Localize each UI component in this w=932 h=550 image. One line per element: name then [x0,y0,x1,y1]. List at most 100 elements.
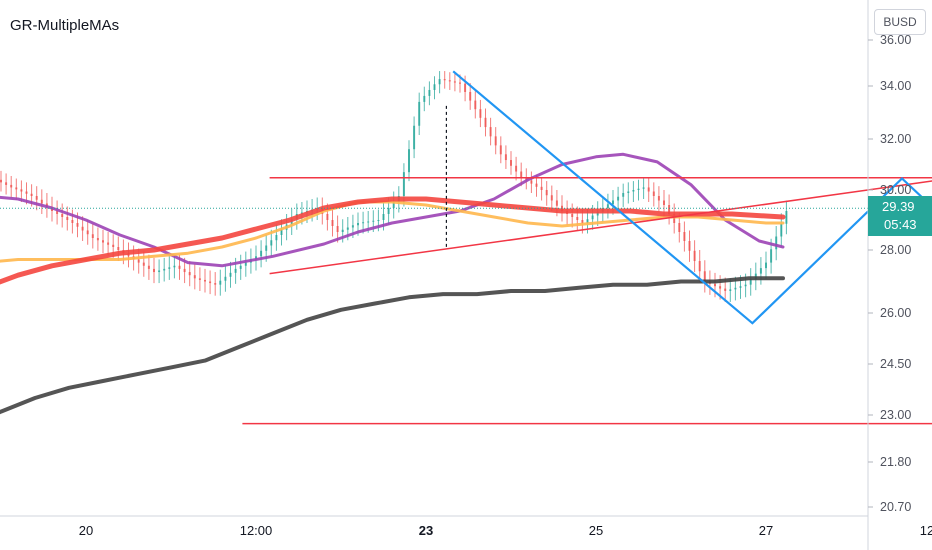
candle-body [25,191,28,194]
candle-body [499,145,502,155]
price-axis[interactable]: 36.00 34.00 32.00 30.00 28.00 26.00 24.50 23.00… [867,0,911,550]
candle-body [357,223,359,226]
candle-body [688,241,691,251]
candle-body [775,236,778,250]
price-tick-label: 23.00 [880,408,911,422]
candle-body [56,211,59,214]
candle-body [530,180,533,184]
candle-body [637,188,640,190]
candle-body [652,191,655,196]
candle-body [188,272,191,276]
price-tick-label: 32.00 [880,132,911,146]
candle-body [510,160,512,166]
candle-body [550,195,553,201]
candle-body [86,230,89,235]
ma-line-1[interactable] [0,152,785,287]
candle-body [459,82,461,84]
candle-body [474,100,477,110]
candle-body [571,214,574,217]
candle-body [40,199,43,204]
candle-body [382,214,385,220]
ma-line-2[interactable] [0,200,785,415]
candle-body [265,245,268,251]
candle-body [535,183,538,187]
candle-body [66,217,69,220]
candle-body [663,200,665,205]
candle-body [438,79,441,85]
candle-body [642,187,645,189]
candle-body [102,240,104,243]
time-tick-label: 20 [79,523,93,538]
candle-body [683,232,686,241]
candle-body [739,286,742,288]
candle-body [147,265,150,269]
candle-body [219,280,222,285]
time-tick-label: 23 [419,523,433,538]
candle-body [137,259,140,263]
candle-body [209,281,212,284]
candle-body [229,272,232,277]
candle-body [392,202,395,208]
price-tick-label: 21.80 [880,455,911,469]
candle-body [346,227,349,230]
candle-body [469,91,472,101]
candle-body [418,101,421,126]
candle-body [367,221,370,223]
candle-body [627,191,630,193]
candle-body [591,215,594,220]
candle-body [341,229,344,232]
indicator-title[interactable]: GR-MultipleMAs [10,17,120,34]
candle-body [0,179,2,183]
candle-body [91,234,94,238]
candle-body [193,275,196,279]
candle-body [71,220,74,223]
candle-body [555,200,558,206]
candle-body [734,287,737,290]
bar-countdown: 05:43 [884,217,917,232]
candle-body [494,136,497,146]
last-price-tag: 29.39 05:43 [868,196,932,236]
candle-body [35,196,38,200]
candle-body [464,83,467,92]
candle-body [729,289,732,291]
candle-body [5,182,8,185]
candle-body [96,238,99,241]
candle-body [224,276,227,281]
candle-body [759,268,762,274]
candle-body [336,226,339,232]
candle-body [433,84,436,90]
time-tick-label: 12:00 [920,523,932,538]
candle-body [326,214,329,220]
candle-body [413,125,416,150]
currency-badge[interactable]: BUSD [874,9,926,35]
candle-body [198,278,201,280]
candle-body [76,223,79,227]
candle-body [617,196,620,201]
candle-body [107,242,110,245]
candle-body [377,220,380,221]
projection-path[interactable] [452,70,932,423]
candle-body [719,286,722,289]
ma-line-3[interactable] [0,196,786,511]
candle-body [428,89,431,96]
candle-body [117,247,120,250]
candle-body [260,250,263,257]
candle-body [657,196,660,201]
ma-line-4[interactable] [0,276,785,507]
candle-body [173,265,176,268]
candle-body [362,222,365,224]
candle-body [770,249,773,263]
candle-body [515,165,518,172]
candle-body [30,193,33,196]
candle-body [479,109,482,118]
candle-body [576,217,579,220]
candle-body [693,250,696,262]
candle-body [142,262,145,266]
candle-body [749,279,752,285]
candle-body [158,270,161,273]
candle-body [423,95,426,102]
candle-body [581,220,584,223]
time-tick-label: 27 [759,523,773,538]
